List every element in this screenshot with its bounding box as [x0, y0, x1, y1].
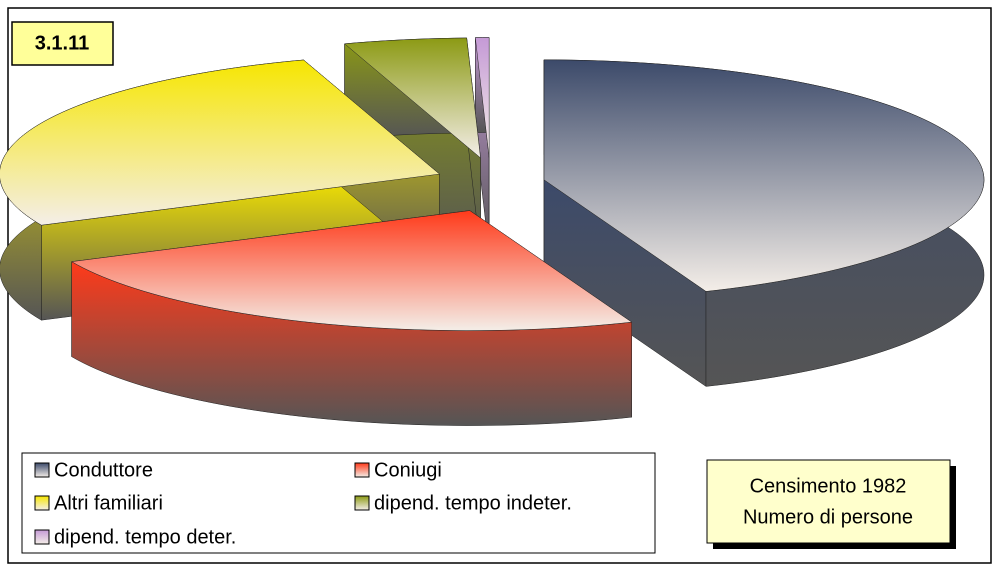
chart-title: 3.1.11 [35, 32, 90, 54]
annotation: Censimento 1982 [750, 475, 907, 497]
slice [70, 210, 633, 331]
slice [0, 59, 441, 226]
legend-label: Altri familiari [54, 492, 163, 514]
annotation-box [706, 459, 951, 544]
legend-swatch [34, 462, 50, 478]
legend-swatch [354, 462, 370, 478]
title-box [11, 21, 114, 66]
legend-label: Coniugi [374, 459, 442, 481]
annotation: Numero di persone [743, 506, 913, 528]
slice [343, 37, 481, 159]
pie [0, 37, 985, 426]
legend-box [21, 452, 656, 554]
slice [475, 37, 490, 158]
slice [543, 59, 985, 292]
legend-swatch [34, 495, 50, 511]
legend-label: dipend. tempo deter. [54, 526, 236, 548]
legend-swatch [34, 529, 50, 545]
legend-label: dipend. tempo indeter. [374, 492, 572, 514]
legend-label: Conduttore [54, 459, 153, 481]
legend-swatch [354, 495, 370, 511]
